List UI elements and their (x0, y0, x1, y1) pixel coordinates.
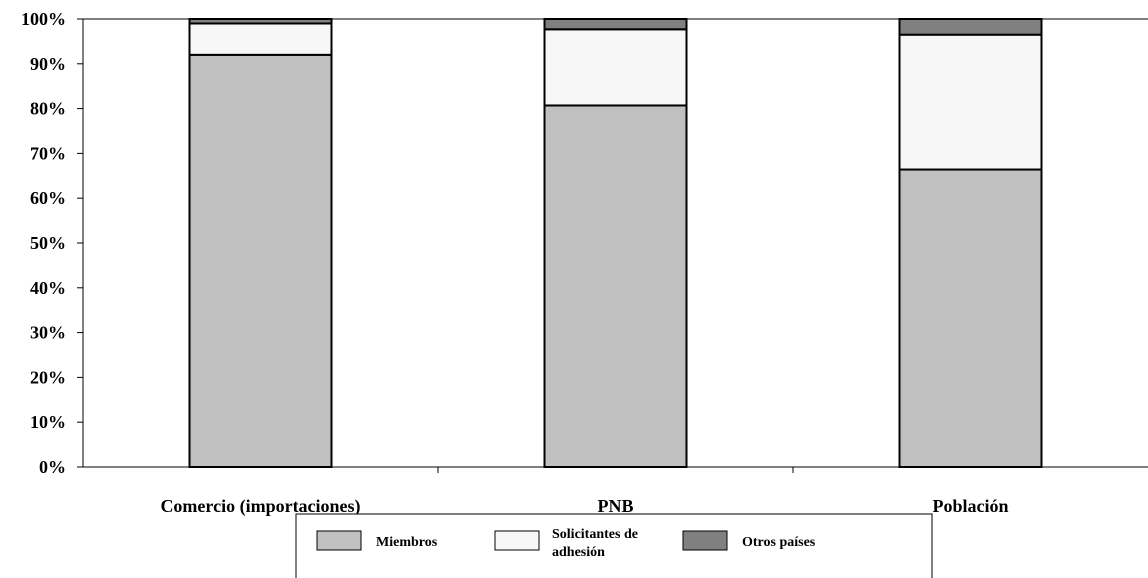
bar-otros-paises-comercio-importaciones (188, 18, 333, 25)
y-tick-label: 50% (30, 233, 66, 253)
legend-label-otros: Otros países (742, 535, 816, 550)
category-label-pnb: PNB (598, 496, 634, 516)
legend-swatch-otros (682, 530, 728, 551)
y-tick-label: 90% (30, 54, 66, 74)
bar-miembros-pnb (543, 104, 688, 469)
bar-solicitantes-de-adhesion-poblacion (898, 33, 1043, 171)
legend-label-solicitantes-line1: Solicitantes de (552, 527, 638, 542)
bar-miembros-poblacion (898, 168, 1043, 468)
bar-solicitantes-de-adhesion-comercio-importaciones (188, 22, 333, 56)
legend-swatch-miembros (316, 530, 362, 551)
y-tick-label: 60% (30, 188, 66, 208)
category-label-comercio-importaciones: Comercio (importaciones) (160, 496, 360, 517)
x-ticks (437, 467, 794, 473)
legend-swatch-solicitantes (494, 530, 540, 551)
legend-label-solicitantes-line2: adhesión (552, 545, 605, 560)
legend-label-miembros: Miembros (376, 535, 438, 550)
bar-otros-paises-poblacion (898, 18, 1043, 36)
y-tick-label: 80% (30, 99, 66, 119)
y-tick-label: 30% (30, 323, 66, 343)
y-tick-label: 0% (39, 457, 66, 477)
bar-miembros-comercio-importaciones (188, 53, 333, 469)
y-tick-label: 70% (30, 143, 66, 163)
legend: Miembros Solicitantes de adhesión Otros … (295, 513, 933, 578)
bar-otros-paises-pnb (543, 18, 688, 31)
category-label-poblacion: Población (932, 496, 1008, 516)
y-tick-label: 40% (30, 278, 66, 298)
y-tick-label: 100% (21, 9, 66, 29)
legend-box (295, 513, 933, 578)
category-labels: Comercio (importaciones) PNB Población (160, 496, 1008, 517)
bars (188, 18, 1043, 469)
y-tick-label: 20% (30, 367, 66, 387)
bar-solicitantes-de-adhesion-pnb (543, 28, 688, 107)
y-ticks: 0% 10% 20% 30% 40% 50% 60% 70% 80% 90% 100% (21, 9, 83, 477)
y-tick-label: 10% (30, 412, 66, 432)
